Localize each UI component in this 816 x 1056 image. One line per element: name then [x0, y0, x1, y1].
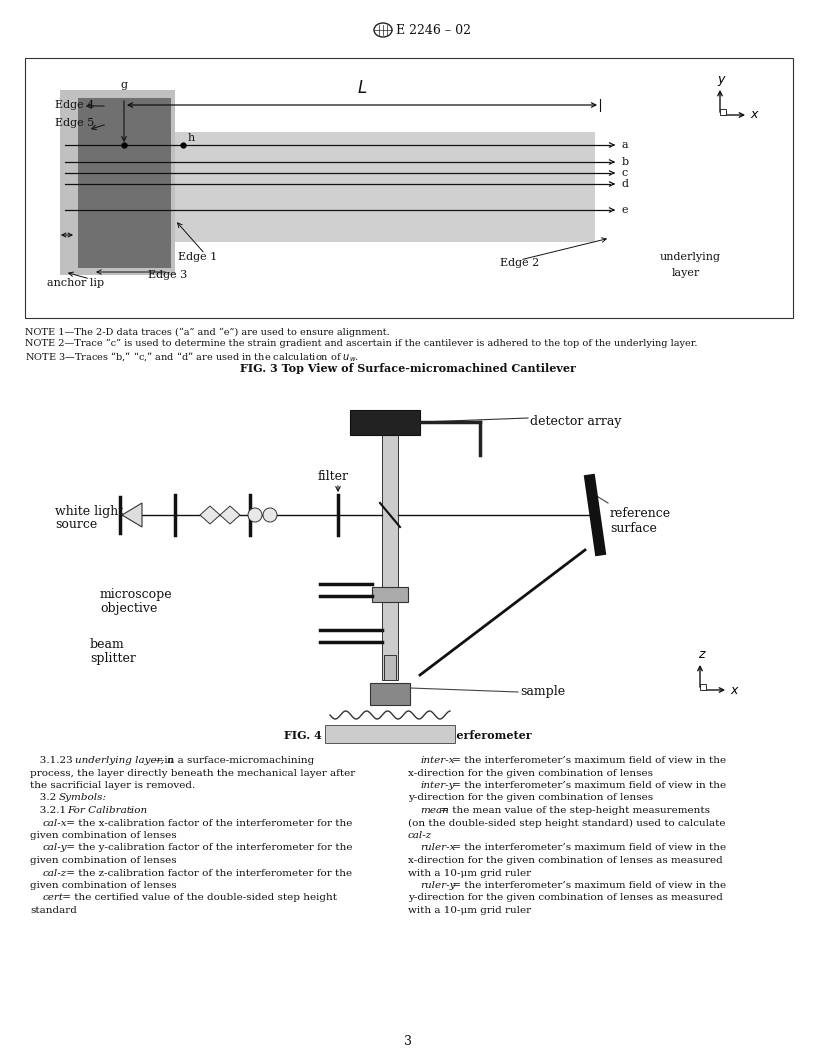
Text: reference: reference [610, 507, 671, 520]
Text: surface: surface [610, 522, 657, 535]
Text: Symbols:: Symbols: [59, 793, 107, 803]
Text: layer: layer [672, 268, 700, 278]
Text: (on the double-sided step height standard) used to calculate: (on the double-sided step height standar… [408, 818, 725, 828]
Text: with a 10-μm grid ruler: with a 10-μm grid ruler [408, 868, 531, 878]
Text: cal-z: cal-z [42, 868, 67, 878]
Bar [720, 109, 726, 115]
Text: y-direction for the given combination of lenses: y-direction for the given combination of… [408, 793, 653, 803]
Text: x-direction for the given combination of lenses: x-direction for the given combination of… [408, 769, 653, 777]
Bar [382, 435, 398, 680]
Text: standard: standard [30, 906, 77, 914]
Bar [700, 684, 706, 690]
Bar [78, 98, 171, 268]
Text: = the interferometer’s maximum field of view in the: = the interferometer’s maximum field of … [450, 844, 726, 852]
Text: beam: beam [90, 638, 125, 650]
Text: ruler-x: ruler-x [420, 844, 456, 852]
Text: anchor lip: anchor lip [47, 278, 104, 288]
Text: Edge 1: Edge 1 [178, 252, 217, 262]
Text: the sacrificial layer is removed.: the sacrificial layer is removed. [30, 781, 195, 790]
Text: a: a [622, 140, 628, 150]
Text: = the y-calibration factor of the interferometer for the: = the y-calibration factor of the interf… [63, 844, 353, 852]
Text: inter-y: inter-y [420, 781, 455, 790]
Text: = the certified value of the double-sided step height: = the certified value of the double-side… [59, 893, 337, 903]
Text: filter: filter [317, 470, 348, 483]
Text: inter-x: inter-x [420, 756, 455, 765]
Text: cal-y: cal-y [42, 844, 67, 852]
Text: g: g [121, 80, 127, 90]
Text: cal-z: cal-z [408, 831, 432, 840]
Text: NOTE 2—Trace “c” is used to determine the strain gradient and ascertain if the c: NOTE 2—Trace “c” is used to determine th… [25, 339, 698, 348]
Text: 3: 3 [404, 1035, 412, 1048]
Text: source: source [55, 518, 97, 531]
Text: y-direction for the given combination of lenses as measured: y-direction for the given combination of… [408, 893, 723, 903]
Circle shape [263, 508, 277, 522]
Text: = the x-calibration factor of the interferometer for the: = the x-calibration factor of the interf… [63, 818, 353, 828]
Text: h: h [188, 133, 195, 143]
Text: d: d [622, 180, 629, 189]
Text: = the z-calibration factor of the interferometer for the: = the z-calibration factor of the interf… [63, 868, 353, 878]
Polygon shape [220, 506, 240, 524]
Bar [370, 683, 410, 705]
Text: E 2246 – 02: E 2246 – 02 [396, 23, 471, 37]
Text: = the interferometer’s maximum field of view in the: = the interferometer’s maximum field of … [450, 881, 726, 890]
Polygon shape [122, 503, 142, 527]
Text: c: c [622, 168, 628, 178]
Text: :: : [129, 806, 132, 815]
Text: $L$: $L$ [357, 80, 367, 97]
Polygon shape [200, 506, 220, 524]
Text: cert: cert [42, 893, 64, 903]
Text: $z$: $z$ [698, 648, 707, 661]
Text: 3.2.1: 3.2.1 [30, 806, 69, 815]
Text: underlying layer, n: underlying layer, n [75, 756, 174, 765]
Bar [60, 90, 175, 275]
Text: NOTE 1—The 2-D data traces (“a” and “e”) are used to ensure alignment.: NOTE 1—The 2-D data traces (“a” and “e”)… [25, 328, 390, 337]
Text: given combination of lenses: given combination of lenses [30, 881, 176, 890]
Text: Edge 2: Edge 2 [500, 258, 539, 268]
Text: given combination of lenses: given combination of lenses [30, 831, 176, 840]
Text: cal-x: cal-x [42, 818, 67, 828]
Text: $x$: $x$ [730, 683, 740, 697]
Text: e: e [622, 205, 628, 215]
Text: $y$: $y$ [717, 74, 727, 88]
Text: Edge 3: Edge 3 [148, 270, 187, 280]
Text: mean: mean [420, 806, 449, 815]
Text: = the interferometer’s maximum field of view in the: = the interferometer’s maximum field of … [450, 756, 726, 765]
Circle shape [248, 508, 262, 522]
Bar [175, 132, 595, 242]
Text: sample: sample [520, 685, 565, 698]
Text: = the interferometer’s maximum field of view in the: = the interferometer’s maximum field of … [450, 781, 726, 790]
Text: with a 10-μm grid ruler: with a 10-μm grid ruler [408, 906, 531, 914]
Text: FIG. 4 Sketch of Optical Interferometer: FIG. 4 Sketch of Optical Interferometer [284, 730, 532, 741]
Text: 3.2: 3.2 [30, 793, 60, 803]
Bar [25, 58, 793, 318]
Text: FIG. 3 Top View of Surface-micromachined Cantilever: FIG. 3 Top View of Surface-micromachined… [240, 363, 576, 374]
Text: Edge 4: Edge 4 [55, 100, 95, 110]
Text: —in a surface-micromachining: —in a surface-micromachining [153, 756, 314, 765]
Bar [384, 655, 396, 680]
Bar [372, 587, 408, 602]
Text: underlying: underlying [660, 252, 721, 262]
Text: $x$: $x$ [750, 109, 760, 121]
Text: 3.1.23: 3.1.23 [30, 756, 78, 765]
Text: given combination of lenses: given combination of lenses [30, 856, 176, 865]
Text: Edge 5: Edge 5 [55, 118, 95, 128]
Text: process, the layer directly beneath the mechanical layer after: process, the layer directly beneath the … [30, 769, 355, 777]
Text: NOTE 3—Traces “b,” “c,” and “d” are used in the calculation of $u_w$.: NOTE 3—Traces “b,” “c,” and “d” are used… [25, 350, 359, 363]
Text: = the mean value of the step-height measurements: = the mean value of the step-height meas… [437, 806, 710, 815]
Text: microscope: microscope [100, 588, 173, 601]
Text: detector array: detector array [530, 415, 622, 428]
Text: b: b [622, 157, 629, 167]
Bar [325, 725, 455, 743]
Text: objective: objective [100, 602, 157, 615]
Text: ruler-y: ruler-y [420, 881, 456, 890]
Text: x-direction for the given combination of lenses as measured: x-direction for the given combination of… [408, 856, 723, 865]
Text: For Calibration: For Calibration [67, 806, 147, 815]
Text: splitter: splitter [90, 652, 136, 665]
Text: white light: white light [55, 505, 123, 518]
Bar [350, 410, 420, 435]
